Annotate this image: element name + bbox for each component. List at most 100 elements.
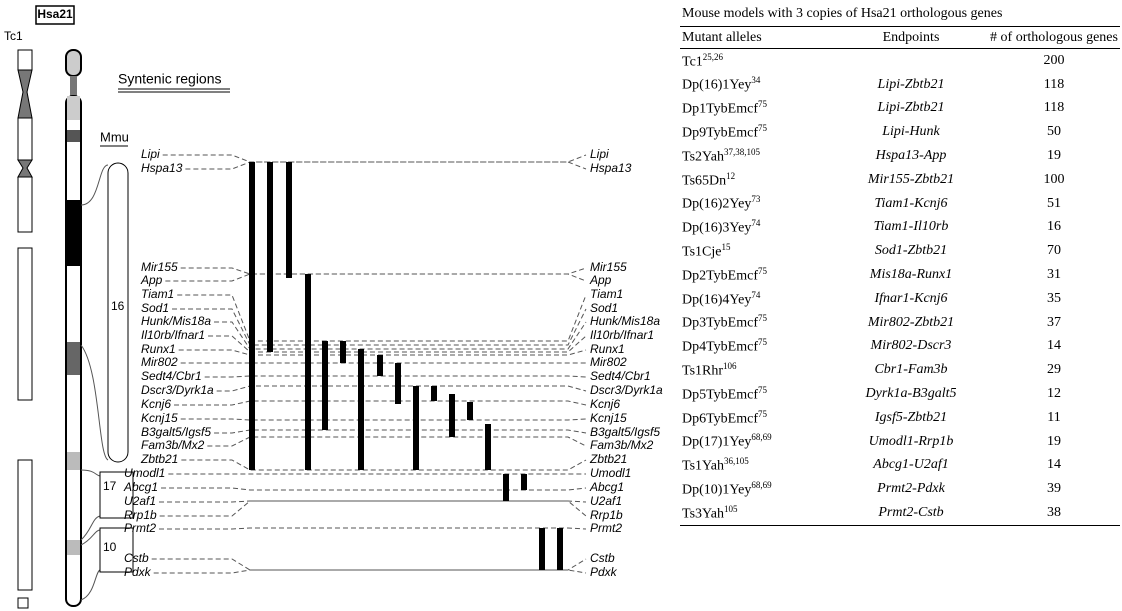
gene-label: Sedt4/Cbr1: [590, 369, 651, 383]
gene-label: U2af1: [590, 494, 622, 508]
gene-label: Sedt4/Cbr1: [141, 369, 202, 383]
allele: Dp(10)1Yey: [682, 483, 751, 498]
link-line: [160, 501, 586, 516]
synteny-diagram: Tc1 Hsa21 Syntenic regions Mmu 1: [0, 0, 680, 611]
link-line: [181, 460, 586, 470]
reference: 36,105: [724, 456, 749, 466]
allele: Ts1Yah: [682, 459, 724, 474]
allele: Dp(16)1Yey: [682, 78, 751, 93]
gene-label: Runx1: [590, 342, 625, 356]
gene-label: Tiam1: [590, 287, 623, 301]
table: Mutant alleles Endpoints # of orthologou…: [680, 27, 1120, 526]
row: Dp9TybEmcf75Lipi-Hunk50: [680, 120, 1120, 144]
link-line: [172, 309, 586, 345]
model-bar: [413, 386, 419, 470]
gene-label: Cstb: [590, 551, 615, 565]
reference: 106: [723, 361, 737, 371]
link-line: [159, 528, 586, 529]
allele-cell: Dp6TybEmcf75: [680, 406, 834, 430]
model-bar: [249, 162, 255, 470]
row: Dp6TybEmcf75Igsf5-Zbtb2111: [680, 406, 1120, 430]
allele-cell: Dp(10)1Yey68,69: [680, 477, 834, 501]
endpoints: Ifnar1-Kcnj6: [834, 287, 988, 311]
chromosome-number: 17: [103, 479, 117, 493]
gene-label: App: [140, 273, 163, 287]
tc1-chromosome: [18, 50, 32, 608]
gene-count: 38: [988, 501, 1120, 525]
model-bar: [521, 474, 527, 490]
link-line: [177, 295, 586, 341]
allele-cell: Dp(17)1Yey68,69: [680, 430, 834, 454]
reference: 37,38,105: [724, 147, 760, 157]
reference: 75: [758, 266, 767, 276]
endpoints: Tiam1-Kcnj6: [834, 192, 988, 216]
gene-label: Sod1: [590, 301, 618, 315]
gene-count: 70: [988, 239, 1120, 263]
allele-cell: Ts2Yah37,38,105: [680, 144, 834, 168]
link-line: [208, 336, 586, 352]
gene-label: Il10rb/Ifnar1: [141, 328, 205, 342]
gene-label: Fam3b/Mx2: [590, 438, 654, 452]
allele-cell: Ts1Yah36,105: [680, 454, 834, 478]
reference: 12: [726, 171, 735, 181]
gene-count: 39: [988, 477, 1120, 501]
gene-count: 19: [988, 430, 1120, 454]
gene-label: B3galt5/Igsf5: [141, 425, 211, 439]
endpoints: Mir155-Zbtb21: [834, 168, 988, 192]
gene-label: Mir155: [141, 260, 178, 274]
gene-label: Fam3b/Mx2: [141, 438, 205, 452]
allele: Dp3TybEmcf: [682, 316, 758, 331]
link-line: [217, 386, 586, 391]
gene-label: Pdxk: [124, 565, 152, 579]
gene-label: Lipi: [141, 147, 160, 161]
gene-label: Hspa13: [141, 161, 183, 175]
header: Mutant alleles: [680, 27, 834, 49]
models-table: Mouse models with 3 copies of Hsa21 orth…: [680, 4, 1120, 526]
reference: 34: [751, 75, 760, 85]
link-line: [181, 419, 586, 420]
gene-label: Lipi: [590, 147, 609, 161]
reference: 75: [758, 385, 767, 395]
endpoints: Abcg1-U2af1: [834, 454, 988, 478]
gene-count: 14: [988, 335, 1120, 359]
reference: 75: [758, 313, 767, 323]
reference: 75: [758, 123, 767, 133]
row: Dp(16)1Yey34Lipi-Zbtb21118: [680, 73, 1120, 97]
endpoints: Lipi-Hunk: [834, 120, 988, 144]
gene-count: 11: [988, 406, 1120, 430]
model-bar: [449, 394, 455, 437]
endpoints: Igsf5-Zbtb21: [834, 406, 988, 430]
gene-label: Tiam1: [141, 287, 174, 301]
gene-label: Hunk/Mis18a: [141, 314, 211, 328]
gene-count: 12: [988, 382, 1120, 406]
reference: 75: [758, 409, 767, 419]
gene-label: Hunk/Mis18a: [590, 314, 660, 328]
allele-cell: Ts65Dn12: [680, 168, 834, 192]
model-bar: [322, 341, 328, 430]
link-line: [174, 401, 586, 405]
allele: Dp4TybEmcf: [682, 340, 758, 355]
endpoints: Sod1-Zbtb21: [834, 239, 988, 263]
endpoints: Dyrk1a-B3galt5: [834, 382, 988, 406]
gene-label: Prmt2: [590, 521, 622, 535]
gene-label: Runx1: [141, 342, 176, 356]
model-bar: [305, 274, 311, 470]
allele-cell: Ts1Cje15: [680, 239, 834, 263]
allele-cell: Dp(16)2Yey73: [680, 192, 834, 216]
gene-label: Hspa13: [590, 161, 632, 175]
link-line: [152, 559, 586, 570]
endpoints: [834, 49, 988, 73]
gene-count: 51: [988, 192, 1120, 216]
chromosome-number: 10: [103, 540, 117, 554]
gene-count: 118: [988, 73, 1120, 97]
gene-count: 14: [988, 454, 1120, 478]
model-bar: [267, 162, 273, 352]
gene-label: Il10rb/Ifnar1: [590, 328, 654, 342]
endpoints: Prmt2-Cstb: [834, 501, 988, 525]
header: Endpoints: [834, 27, 988, 49]
